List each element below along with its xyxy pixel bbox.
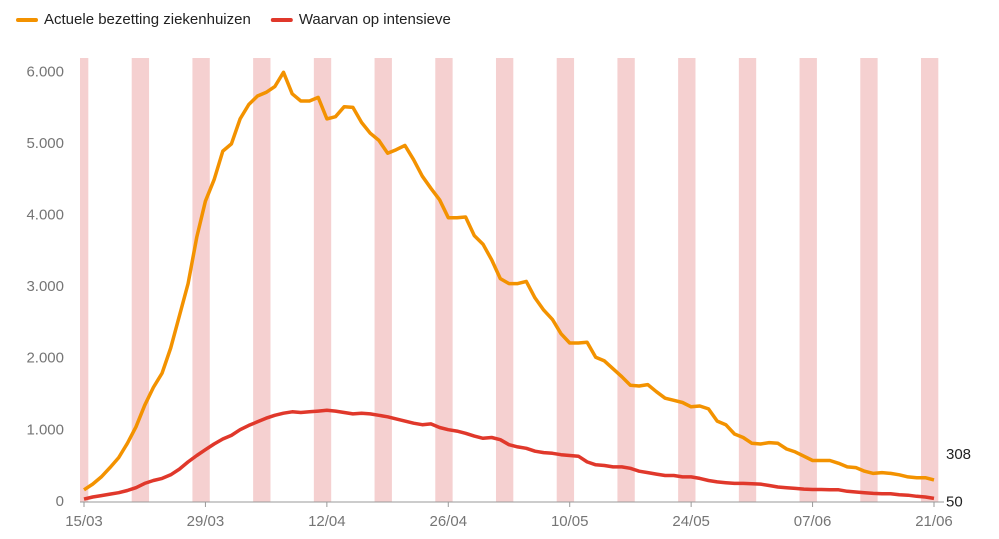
- y-tick-label: 0: [56, 493, 64, 510]
- legend-label: Actuele bezetting ziekenhuizen: [44, 11, 251, 28]
- y-tick-label: 1.000: [26, 421, 64, 438]
- legend-label: Waarvan op intensieve: [299, 11, 451, 28]
- weekend-band: [860, 58, 878, 502]
- weekend-band: [738, 58, 757, 502]
- weekend-band: [80, 58, 89, 502]
- weekend-band: [678, 58, 696, 502]
- y-tick-label: 2.000: [26, 350, 64, 367]
- series-line: [83, 70, 935, 492]
- x-tick-label: 29/03: [187, 513, 225, 530]
- x-tick-label: 10/05: [551, 513, 589, 530]
- y-tick-label: 3.000: [26, 278, 64, 295]
- x-tick-label: 24/05: [672, 513, 710, 530]
- weekend-band: [374, 58, 392, 502]
- y-tick-label: 4.000: [26, 207, 64, 224]
- weekend-band: [617, 58, 635, 502]
- x-tick-label: 07/06: [794, 513, 832, 530]
- x-tick-label: 12/04: [308, 513, 346, 530]
- series-line: [83, 408, 935, 501]
- y-tick-label: 5.000: [26, 135, 64, 152]
- x-tick-label: 21/06: [915, 513, 953, 530]
- end-label: 50: [946, 493, 963, 510]
- weekend-band: [253, 58, 271, 502]
- weekend-band: [313, 58, 332, 502]
- y-tick-label: 6.000: [26, 63, 64, 80]
- weekend-band: [556, 58, 575, 502]
- x-tick-label: 26/04: [430, 513, 468, 530]
- weekend-band: [192, 58, 210, 502]
- weekend-band: [435, 58, 453, 502]
- weekend-band: [920, 58, 939, 502]
- x-tick-label: 15/03: [65, 513, 103, 530]
- weekend-band: [131, 58, 150, 502]
- weekend-band: [799, 58, 817, 502]
- end-label: 308: [946, 446, 971, 463]
